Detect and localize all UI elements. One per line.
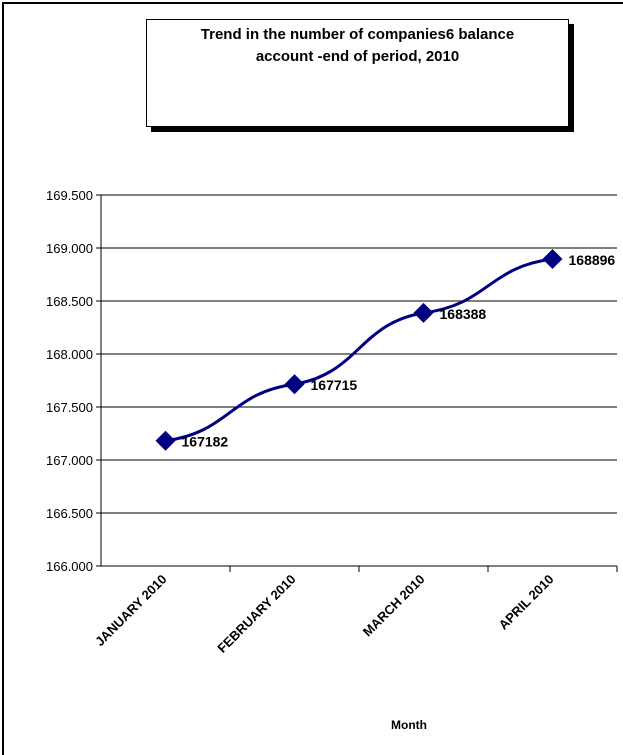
- data-label: 168388: [440, 306, 487, 322]
- y-tick-label: 167.500: [46, 400, 93, 415]
- data-label: 167715: [311, 377, 358, 393]
- y-tick-label: 166.500: [46, 506, 93, 521]
- chart-title: Trend in the number of companies6 balanc…: [200, 26, 515, 65]
- x-axis-title: Month: [391, 718, 427, 732]
- x-category-label: FEBRUARY 2010: [214, 572, 298, 656]
- x-category-label: JANUARY 2010: [92, 572, 170, 650]
- data-label: 168896: [569, 252, 616, 268]
- data-point-marker: [413, 302, 434, 323]
- data-point-marker: [542, 249, 563, 270]
- y-tick-label: 169.000: [46, 241, 93, 256]
- data-label: 167182: [182, 434, 229, 450]
- x-category-label: APRIL 2010: [496, 572, 557, 633]
- y-tick-label: 167.000: [46, 453, 93, 468]
- title-box: Trend in the number of companies6 balanc…: [146, 19, 569, 127]
- x-category-label: MARCH 2010: [360, 572, 428, 640]
- y-tick-label: 168.500: [46, 294, 93, 309]
- data-point-marker: [155, 430, 176, 451]
- y-tick-label: 166.000: [46, 559, 93, 574]
- series-line: [165, 257, 553, 443]
- data-point-marker: [284, 374, 305, 395]
- y-tick-label: 169.500: [46, 188, 93, 203]
- y-tick-label: 168.000: [46, 347, 93, 362]
